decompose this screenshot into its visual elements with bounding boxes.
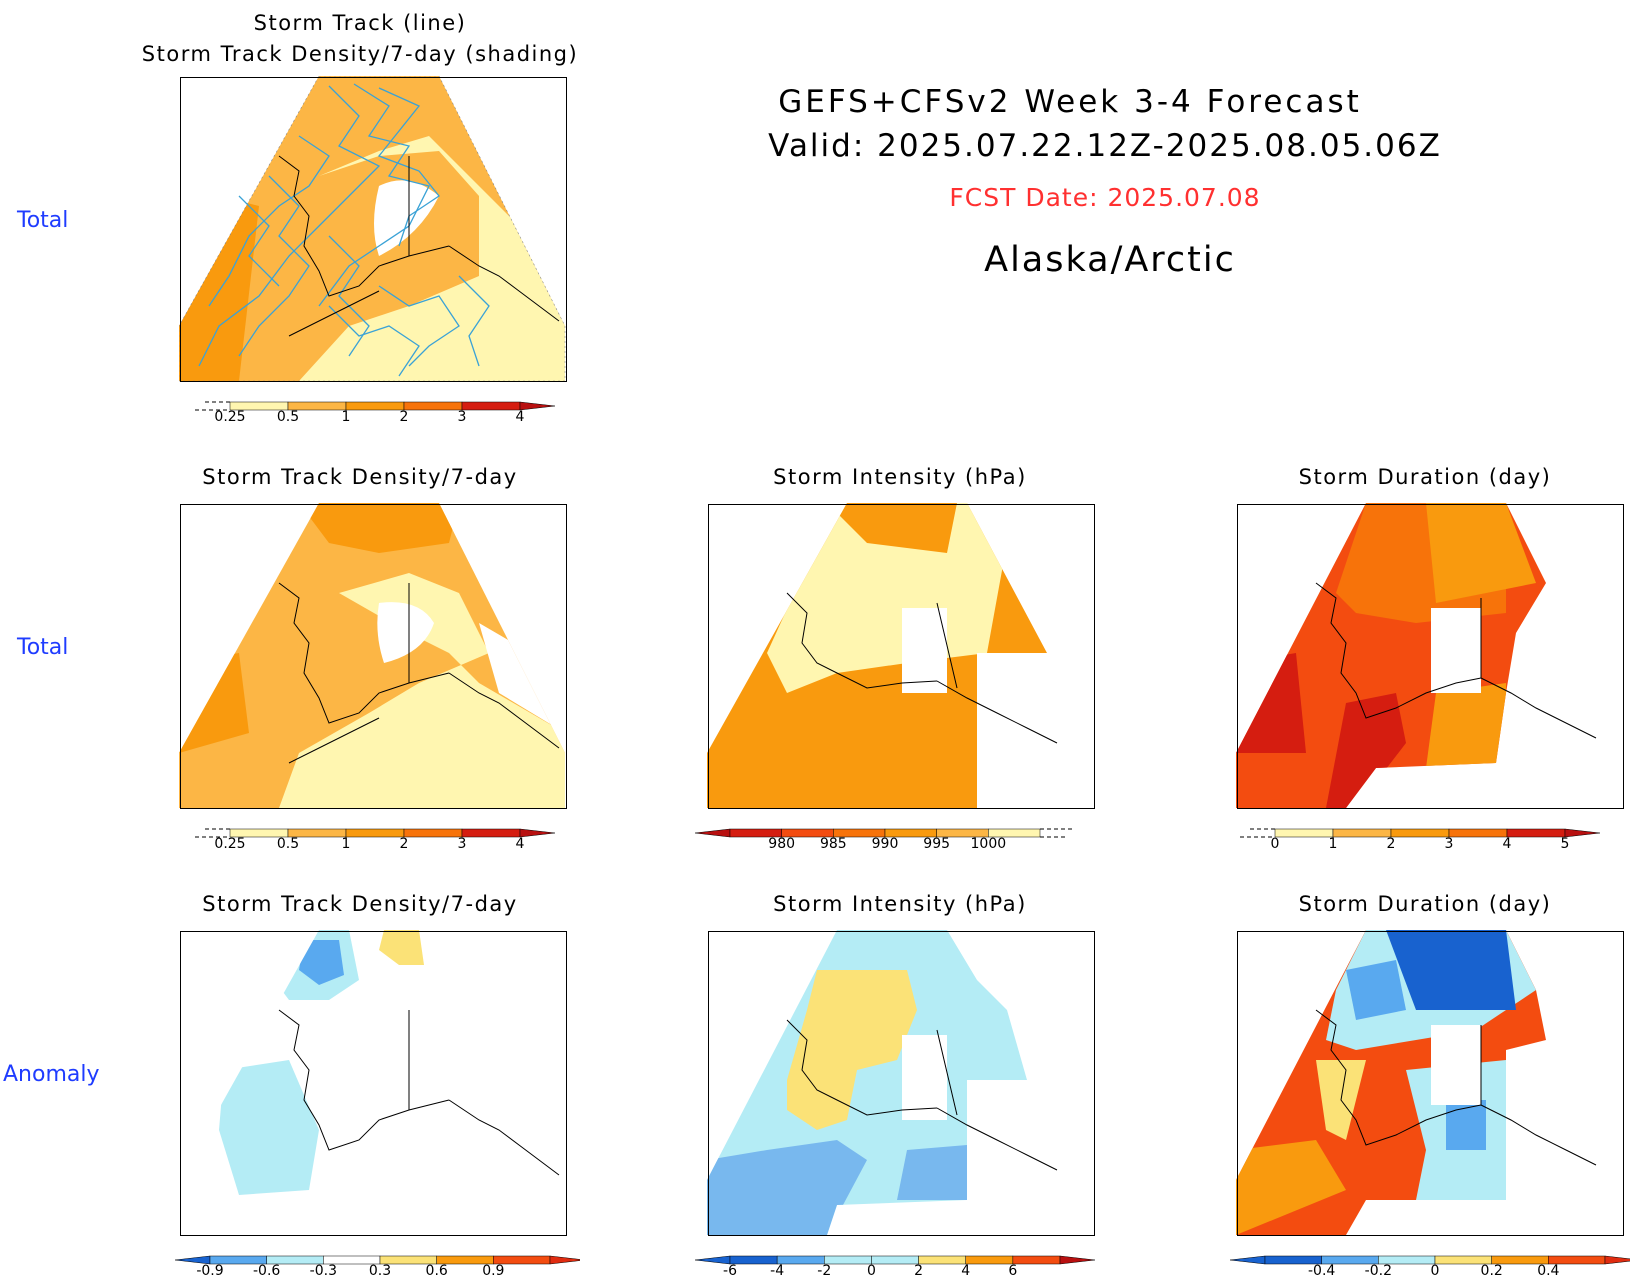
colorbar-density-total: 0.25 0.5 1 2 3 4	[195, 828, 556, 852]
colorbar-swatch	[461, 828, 521, 838]
top-panel-title-line: Storm Track (line)	[253, 11, 467, 35]
row-label-total-middle: Total	[17, 635, 69, 660]
colorbar-duration-total: 0 1 2 3 4 5	[1240, 828, 1601, 852]
colorbar-tick-label: 0.5	[277, 836, 299, 852]
colorbar-swatch	[1448, 828, 1508, 838]
colorbar-tick-label: 5	[1561, 836, 1570, 852]
colorbar-tick-label: 3	[458, 409, 467, 425]
colorbar-tick-label: 0	[1431, 1263, 1440, 1275]
colorbar-tick-label: 0.5	[277, 409, 299, 425]
colorbar-tick-label: 985	[820, 836, 847, 852]
colorbar-duration-anomaly: -0.4 -0.2 0 0.2 0.4	[1229, 1255, 1630, 1275]
row-label-anomaly: Anomaly	[3, 1062, 100, 1087]
map-frame-intensity-anomaly	[708, 931, 1095, 1236]
region-label: Alaska/Arctic	[984, 240, 1236, 280]
map-duration-total	[1236, 503, 1597, 808]
colorbar-swatch	[1012, 1255, 1061, 1265]
colorbar-swatch	[403, 401, 463, 411]
title-intensity-total: Storm Intensity (hPa)	[773, 465, 1027, 489]
colorbar-tick-label: 4	[516, 409, 525, 425]
colorbar-swatch	[965, 1255, 1014, 1265]
title-duration-total: Storm Duration (day)	[1298, 465, 1552, 489]
colorbar-intensity-anomaly: -6 -4 -2 0 2 4 6	[695, 1255, 1096, 1275]
colorbar-swatch	[345, 401, 405, 411]
colorbar-tick-label: 1	[1329, 836, 1338, 852]
colorbar-tick-label: 1000	[971, 836, 1007, 852]
colorbar-tick-label: 4	[516, 836, 525, 852]
title-intensity-anomaly: Storm Intensity (hPa)	[773, 892, 1027, 916]
map-density-anomaly	[179, 930, 565, 1235]
colorbar-tick-label: -0.4	[1308, 1263, 1335, 1275]
colorbar-density-top: 0.25 0.5 1 2 3 4	[195, 401, 556, 425]
colorbar-tick-label: 0.9	[482, 1263, 504, 1275]
colorbar-tick-label: -0.2	[1365, 1263, 1392, 1275]
colorbar-swatch	[824, 1255, 872, 1265]
colorbar-swatch	[1332, 828, 1392, 838]
map-frame-duration-total	[1237, 504, 1624, 809]
colorbar-tick-label: 0.4	[1537, 1263, 1559, 1275]
colorbar-tick-label: 3	[1445, 836, 1454, 852]
map-frame-top	[180, 77, 567, 382]
map-storm-track-total	[179, 76, 566, 382]
colorbar-tick-label: 6	[1008, 1263, 1017, 1275]
colorbar-intensity-total: 980 985 990 995 1000	[695, 828, 1075, 852]
colorbar-tick-label: 2	[400, 409, 409, 425]
colorbar-swatch	[1506, 828, 1566, 838]
forecast-title: GEFS+CFSv2 Week 3-4 Forecast	[778, 84, 1362, 120]
colorbar-tick-label: 3	[458, 836, 467, 852]
colorbar-density-anomaly: -0.9 -0.6 -0.3 0.3 0.6 0.9	[174, 1255, 580, 1275]
row-label-total-top: Total	[17, 208, 69, 233]
colorbar-tick-label: 4	[1503, 836, 1512, 852]
title-duration-anomaly: Storm Duration (day)	[1298, 892, 1552, 916]
colorbar-tick-label: -2	[817, 1263, 831, 1275]
colorbar-tick-label: 0	[867, 1263, 876, 1275]
colorbar-swatch	[871, 1255, 919, 1265]
valid-period: Valid: 2025.07.22.12Z-2025.08.05.06Z	[768, 128, 1442, 164]
colorbar-tick-label: 0.6	[426, 1263, 448, 1275]
title-density-total: Storm Track Density/7-day	[202, 465, 518, 489]
colorbar-tick-label: 980	[768, 836, 795, 852]
colorbar-tick-label: -4	[770, 1263, 784, 1275]
colorbar-swatch	[918, 1255, 966, 1265]
colorbar-tick-label: -0.9	[196, 1263, 223, 1275]
title-density-anomaly: Storm Track Density/7-day	[202, 892, 518, 916]
forecast-date: FCST Date: 2025.07.08	[949, 183, 1261, 212]
colorbar-tick-label: 2	[1387, 836, 1396, 852]
colorbar-tick-label: 990	[872, 836, 899, 852]
map-density-total	[179, 503, 565, 808]
map-frame-duration-anomaly	[1237, 931, 1624, 1236]
colorbar-tick-label: 1	[342, 409, 351, 425]
map-frame-density-total	[180, 504, 567, 809]
colorbar-swatch	[345, 828, 405, 838]
colorbar-swatch	[403, 828, 463, 838]
colorbar-tick-label: 0.25	[214, 409, 245, 425]
colorbar-tick-label: -0.3	[310, 1263, 337, 1275]
map-intensity-total	[707, 503, 1058, 808]
colorbar-tick-label: 2	[400, 836, 409, 852]
colorbar-swatch	[1390, 828, 1450, 838]
colorbar-tick-label: 0.3	[369, 1263, 391, 1275]
top-panel-title-shading: Storm Track Density/7-day (shading)	[141, 42, 579, 66]
colorbar-swatch	[461, 401, 521, 411]
map-frame-intensity-total	[708, 504, 1095, 809]
colorbar-tick-label: 4	[961, 1263, 970, 1275]
map-frame-density-anomaly	[180, 931, 567, 1236]
colorbar-swatch	[988, 828, 1041, 838]
colorbar-tick-label: 0	[1271, 836, 1280, 852]
map-intensity-anomaly	[707, 930, 1058, 1235]
map-duration-anomaly	[1236, 930, 1597, 1235]
colorbar-tick-label: 995	[923, 836, 950, 852]
colorbar-tick-label: 0.2	[1481, 1263, 1503, 1275]
colorbar-tick-label: -6	[723, 1263, 737, 1275]
colorbar-tick-label: 2	[914, 1263, 923, 1275]
colorbar-tick-label: 1	[342, 836, 351, 852]
colorbar-swatch	[1274, 828, 1334, 838]
colorbar-tick-label: -0.6	[253, 1263, 280, 1275]
colorbar-tick-label: 0.25	[214, 836, 245, 852]
